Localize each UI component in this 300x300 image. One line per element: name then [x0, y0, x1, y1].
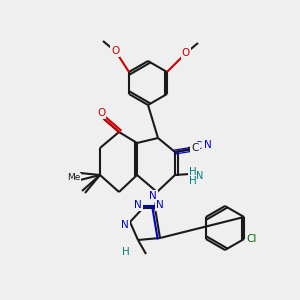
Text: H: H [122, 247, 130, 257]
Text: O: O [97, 108, 105, 118]
Text: N: N [156, 200, 164, 210]
Text: N: N [121, 220, 129, 230]
Text: N: N [204, 140, 212, 150]
Text: Cl: Cl [247, 234, 257, 244]
Text: O: O [182, 48, 190, 58]
Text: H: H [189, 167, 197, 177]
Text: N: N [202, 141, 210, 151]
Text: N: N [134, 200, 142, 210]
Text: Me: Me [67, 173, 81, 182]
Text: N: N [196, 171, 204, 181]
Text: H: H [189, 176, 197, 186]
Text: O: O [111, 46, 119, 56]
Text: C: C [191, 143, 199, 153]
Text: N: N [149, 191, 157, 201]
Text: C: C [194, 141, 202, 151]
